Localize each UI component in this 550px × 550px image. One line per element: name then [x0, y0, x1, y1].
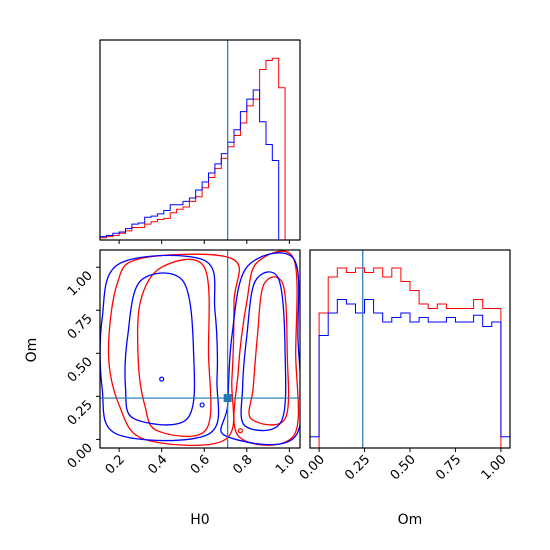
om-histogram-frame — [309, 249, 511, 449]
contour-blue-6 — [220, 252, 300, 446]
contour-island-red-2 — [237, 428, 244, 434]
contour-red-0 — [107, 253, 241, 447]
contour-blue-5 — [124, 272, 196, 426]
x-axis-label-om: Om — [398, 512, 423, 528]
contour-island-blue-1 — [159, 376, 165, 382]
contour-island-blue-0 — [199, 402, 205, 408]
contour-blue-7 — [240, 271, 287, 432]
h0-histogram-frame — [99, 39, 301, 241]
h0-histogram-panel — [99, 39, 301, 244]
histogram-step-red-0 — [310, 267, 510, 449]
y-axis-label-om: Om — [24, 338, 40, 363]
histogram-step-blue-1 — [99, 89, 300, 241]
truth-marker — [223, 394, 232, 403]
contour-red-3 — [248, 276, 290, 426]
contour-red-2 — [233, 250, 300, 446]
contour-red-1 — [136, 258, 212, 438]
x-axis-label-h0: H0 — [190, 512, 209, 528]
contour-layer — [100, 250, 300, 447]
histogram-step-blue-1 — [309, 299, 510, 448]
contour-panel-frame — [99, 249, 301, 449]
